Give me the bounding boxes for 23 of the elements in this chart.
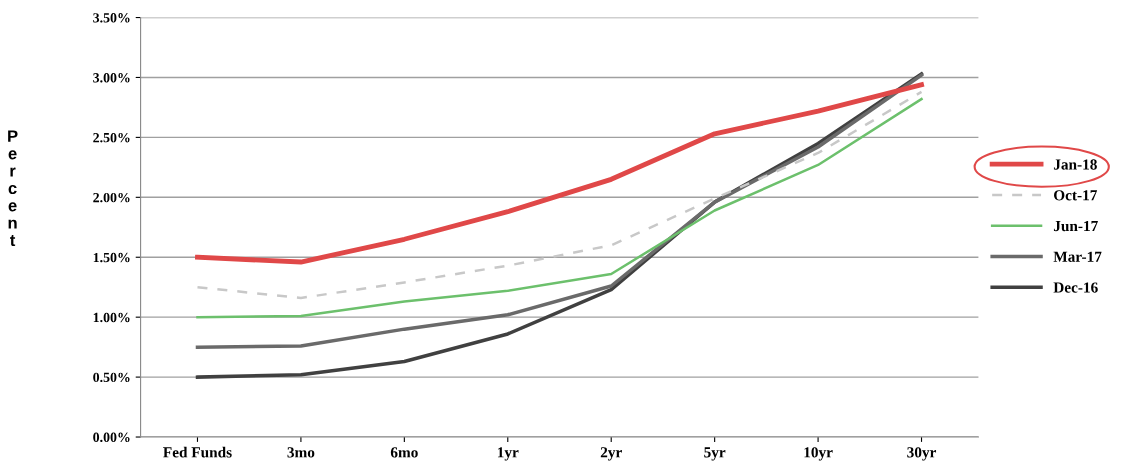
x-tick-label: 5yr [704, 447, 726, 461]
x-tick-label: 2yr [600, 447, 622, 461]
x-tick-label: Fed Funds [163, 446, 232, 458]
y-tick-label: 1.50% [93, 252, 130, 263]
y-axis-title: Percent [8, 130, 18, 247]
y-tick-label: 0.00% [93, 432, 130, 443]
x-tick-label: 6mo [390, 447, 418, 458]
y-tick-label: 3.50% [93, 13, 130, 23]
legend-label: Jan-18 [1053, 159, 1097, 170]
y-tick-label: 2.50% [93, 132, 130, 143]
legend-label: Jun-17 [1053, 220, 1098, 232]
y-tick-label: 0.50% [93, 372, 130, 383]
line-series [195, 82, 924, 265]
x-tick-label: 10yr [804, 447, 833, 461]
x-tick-label: 3mo [287, 447, 315, 458]
x-tick-label: 1yr [497, 447, 519, 461]
y-tick-label: 1.00% [93, 312, 130, 323]
legend-label: Mar-17 [1053, 251, 1102, 262]
y-tick-label: 3.00% [93, 73, 130, 83]
x-tick-label: 30yr [907, 447, 937, 461]
legend-label: Oct-17 [1054, 190, 1098, 201]
legend-label: Dec-16 [1053, 282, 1098, 293]
y-tick-label: 2.00% [93, 192, 130, 203]
